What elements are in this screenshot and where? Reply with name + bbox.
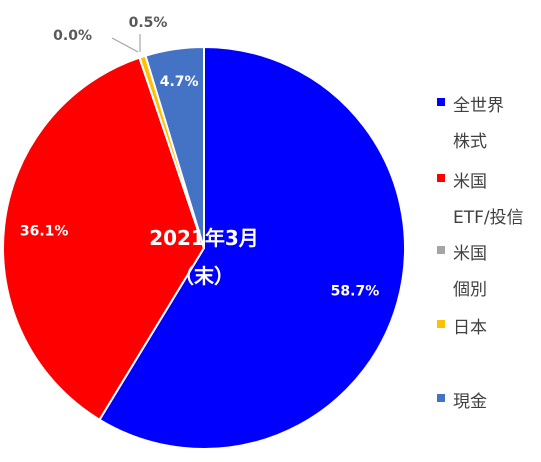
- legend-label: 現金: [453, 392, 487, 412]
- legend-label: ETF/投信: [453, 208, 524, 228]
- pie-slice: [144, 45, 205, 249]
- legend-swatch: [437, 246, 445, 254]
- data-label: 58.7%: [331, 283, 380, 299]
- legend-label: 個別: [453, 280, 487, 300]
- data-label: 4.7%: [160, 74, 199, 90]
- pie-slice: [2, 56, 206, 422]
- data-label: 36.1%: [20, 223, 69, 239]
- legend-label: 全世界: [453, 96, 504, 116]
- center-label-line-1: 2021年3月: [149, 226, 259, 250]
- legend-swatch: [437, 174, 445, 182]
- center-label-line-2: （末）: [174, 264, 234, 288]
- legend-swatch: [437, 394, 445, 402]
- pie-slices: [2, 45, 406, 450]
- legend-label: 米国: [453, 244, 487, 264]
- legend-label: 株式: [453, 132, 487, 152]
- legend-label: 日本: [453, 318, 487, 338]
- pie-slice: [98, 45, 406, 450]
- legend-swatch: [437, 320, 445, 328]
- leader-lines: [111, 34, 141, 53]
- data-labels: 58.7% 36.1% 0.0% 0.5% 4.7%: [20, 15, 379, 299]
- data-label: 0.0%: [53, 28, 92, 44]
- legend-swatch: [437, 98, 445, 106]
- leader-line: [111, 37, 139, 53]
- legend-label: 米国: [453, 172, 487, 192]
- data-label: 0.5%: [129, 15, 168, 31]
